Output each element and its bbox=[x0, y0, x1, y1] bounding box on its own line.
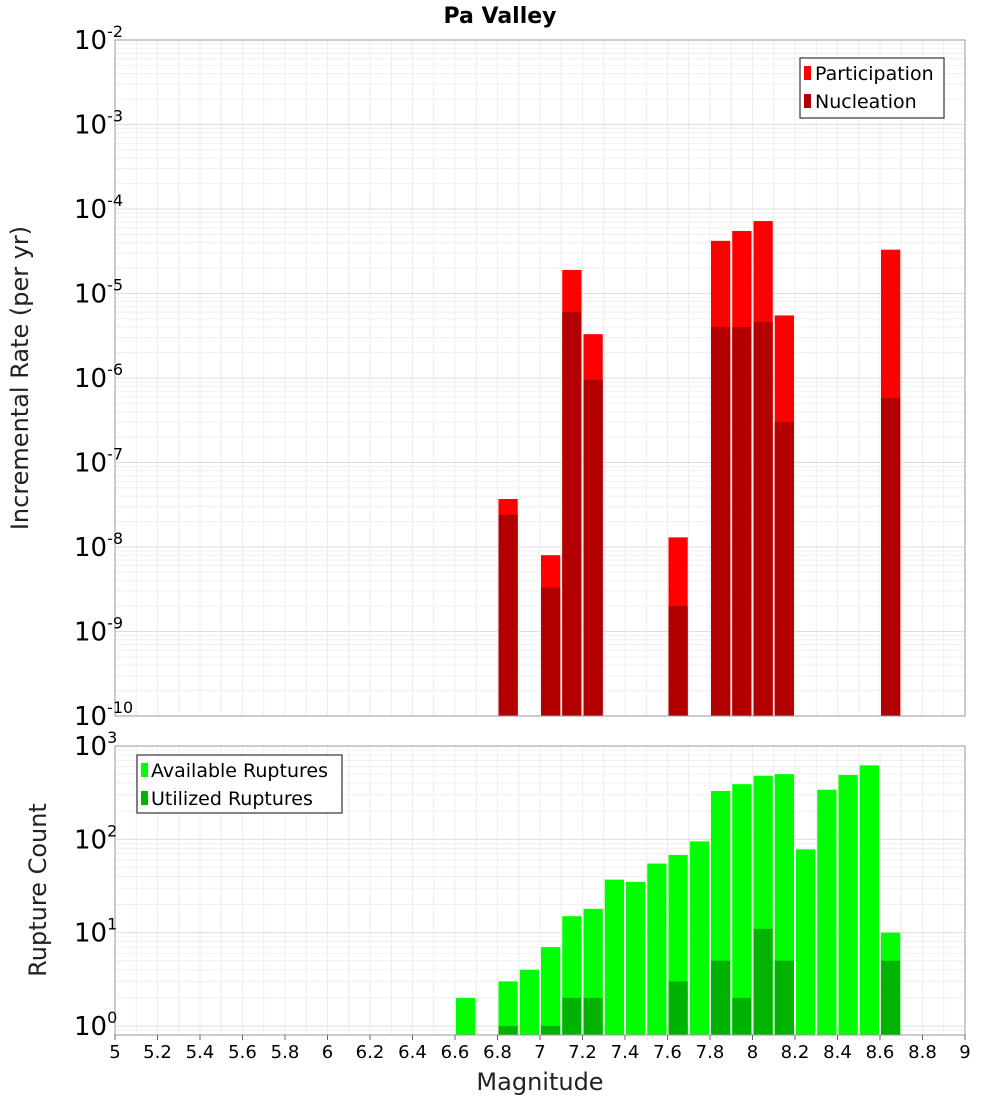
x-tick-label: 6.2 bbox=[356, 1042, 385, 1063]
bar-available-ruptures bbox=[541, 947, 561, 1035]
y-tick-label: 10-6 bbox=[74, 360, 123, 394]
bar-nucleation bbox=[562, 312, 582, 716]
x-tick-label: 8.2 bbox=[781, 1042, 810, 1063]
bar-utilized-ruptures bbox=[732, 997, 752, 1035]
bar-utilized-ruptures bbox=[583, 997, 603, 1035]
x-tick-label: 5.8 bbox=[271, 1042, 300, 1063]
y-tick-label: 103 bbox=[74, 728, 117, 762]
top-legend: Participation Nucleation bbox=[799, 57, 945, 119]
legend-box bbox=[136, 754, 343, 814]
y-tick-label: 10-10 bbox=[74, 698, 133, 732]
x-tick-label: 7.8 bbox=[696, 1042, 725, 1063]
x-tick-label: 5 bbox=[109, 1042, 120, 1063]
bar-nucleation bbox=[753, 321, 773, 716]
bar-nucleation bbox=[881, 397, 901, 716]
x-tick-label: 7 bbox=[534, 1042, 545, 1063]
bar-nucleation bbox=[711, 327, 731, 716]
x-tick-label: 8 bbox=[747, 1042, 758, 1063]
top-y-ticks: 10-2 10-3 10-4 10-5 10-6 10-7 10-8 10-9 10-10 bbox=[74, 22, 133, 732]
x-tick-label: 8.6 bbox=[866, 1042, 895, 1063]
top-grid bbox=[114, 39, 966, 717]
x-tick-label: 6.4 bbox=[398, 1042, 427, 1063]
bottom-y-axis-label: Rupture Count bbox=[24, 803, 52, 977]
bar-available-ruptures bbox=[689, 841, 709, 1035]
x-tick-label: 7.4 bbox=[611, 1042, 640, 1063]
top-bars bbox=[498, 221, 901, 717]
x-tick-label: 8.4 bbox=[823, 1042, 852, 1063]
y-tick-label: 101 bbox=[74, 915, 117, 949]
bar-nucleation bbox=[732, 327, 752, 716]
bar-available-ruptures bbox=[456, 997, 476, 1035]
bar-available-ruptures bbox=[626, 881, 646, 1035]
x-tick-label: 5.6 bbox=[228, 1042, 257, 1063]
x-ticks: 5 5.2 5.4 5.6 5.8 6 6.2 6.4 6.6 6.8 7 7.2 7.4 7.6 7.8 8… bbox=[109, 1035, 971, 1063]
x-tick-label: 5.4 bbox=[186, 1042, 215, 1063]
x-tick-label: 6 bbox=[322, 1042, 333, 1063]
bar-utilized-ruptures bbox=[668, 981, 688, 1035]
y-tick-label: 10-4 bbox=[74, 191, 123, 225]
y-tick-label: 10-5 bbox=[74, 276, 123, 310]
bar-available-ruptures bbox=[732, 784, 752, 1035]
y-tick-label: 10-2 bbox=[74, 22, 123, 56]
x-axis-label: Magnitude bbox=[476, 1068, 603, 1096]
legend-box bbox=[799, 57, 945, 119]
legend-swatch-participation bbox=[804, 66, 811, 80]
bar-utilized-ruptures bbox=[753, 928, 773, 1035]
bar-utilized-ruptures bbox=[498, 1025, 518, 1035]
legend-label-available: Available Ruptures bbox=[151, 760, 328, 782]
legend-swatch-utilized bbox=[141, 791, 148, 805]
x-tick-label: 7.6 bbox=[653, 1042, 682, 1063]
bar-nucleation bbox=[498, 514, 518, 716]
x-tick-label: 9 bbox=[959, 1042, 970, 1063]
top-y-axis-label: Incremental Rate (per yr) bbox=[6, 226, 34, 530]
y-tick-label: 10-7 bbox=[74, 445, 123, 479]
bar-available-ruptures bbox=[604, 879, 624, 1035]
top-plot-frame bbox=[114, 39, 966, 717]
bottom-legend: Available Ruptures Utilized Ruptures bbox=[136, 754, 343, 814]
legend-label-participation: Participation bbox=[815, 63, 934, 85]
y-tick-label: 100 bbox=[74, 1008, 117, 1042]
x-tick-label: 6.6 bbox=[441, 1042, 470, 1063]
legend-swatch-nucleation bbox=[804, 94, 811, 108]
bar-nucleation bbox=[668, 606, 688, 716]
y-tick-label: 102 bbox=[74, 821, 117, 855]
y-tick-label: 10-3 bbox=[74, 107, 123, 141]
x-tick-label: 5.2 bbox=[143, 1042, 172, 1063]
x-tick-label: 8.8 bbox=[908, 1042, 937, 1063]
bar-utilized-ruptures bbox=[774, 960, 794, 1035]
bar-utilized-ruptures bbox=[881, 960, 901, 1035]
bar-nucleation bbox=[774, 422, 794, 716]
x-tick-label: 7.2 bbox=[568, 1042, 597, 1063]
bar-available-ruptures bbox=[859, 765, 879, 1035]
bar-available-ruptures bbox=[838, 774, 858, 1035]
bar-utilized-ruptures bbox=[711, 960, 731, 1035]
bar-available-ruptures bbox=[817, 789, 837, 1035]
legend-swatch-available bbox=[141, 763, 148, 777]
bar-utilized-ruptures bbox=[562, 997, 582, 1035]
legend-label-utilized: Utilized Ruptures bbox=[151, 788, 313, 810]
bar-nucleation bbox=[541, 587, 561, 716]
bar-utilized-ruptures bbox=[541, 1025, 561, 1035]
bar-available-ruptures bbox=[796, 849, 816, 1035]
bar-available-ruptures bbox=[647, 863, 667, 1035]
legend-label-nucleation: Nucleation bbox=[815, 91, 917, 113]
x-tick-label: 6.8 bbox=[483, 1042, 512, 1063]
y-tick-label: 10-9 bbox=[74, 614, 123, 648]
bar-available-ruptures bbox=[519, 969, 539, 1035]
bottom-bars bbox=[456, 765, 901, 1035]
chart-title: Pa Valley bbox=[443, 4, 556, 29]
y-tick-label: 10-8 bbox=[74, 529, 123, 563]
bar-available-ruptures bbox=[498, 981, 518, 1035]
bar-nucleation bbox=[583, 379, 603, 716]
bottom-y-ticks: 103 102 101 100 bbox=[74, 728, 117, 1042]
